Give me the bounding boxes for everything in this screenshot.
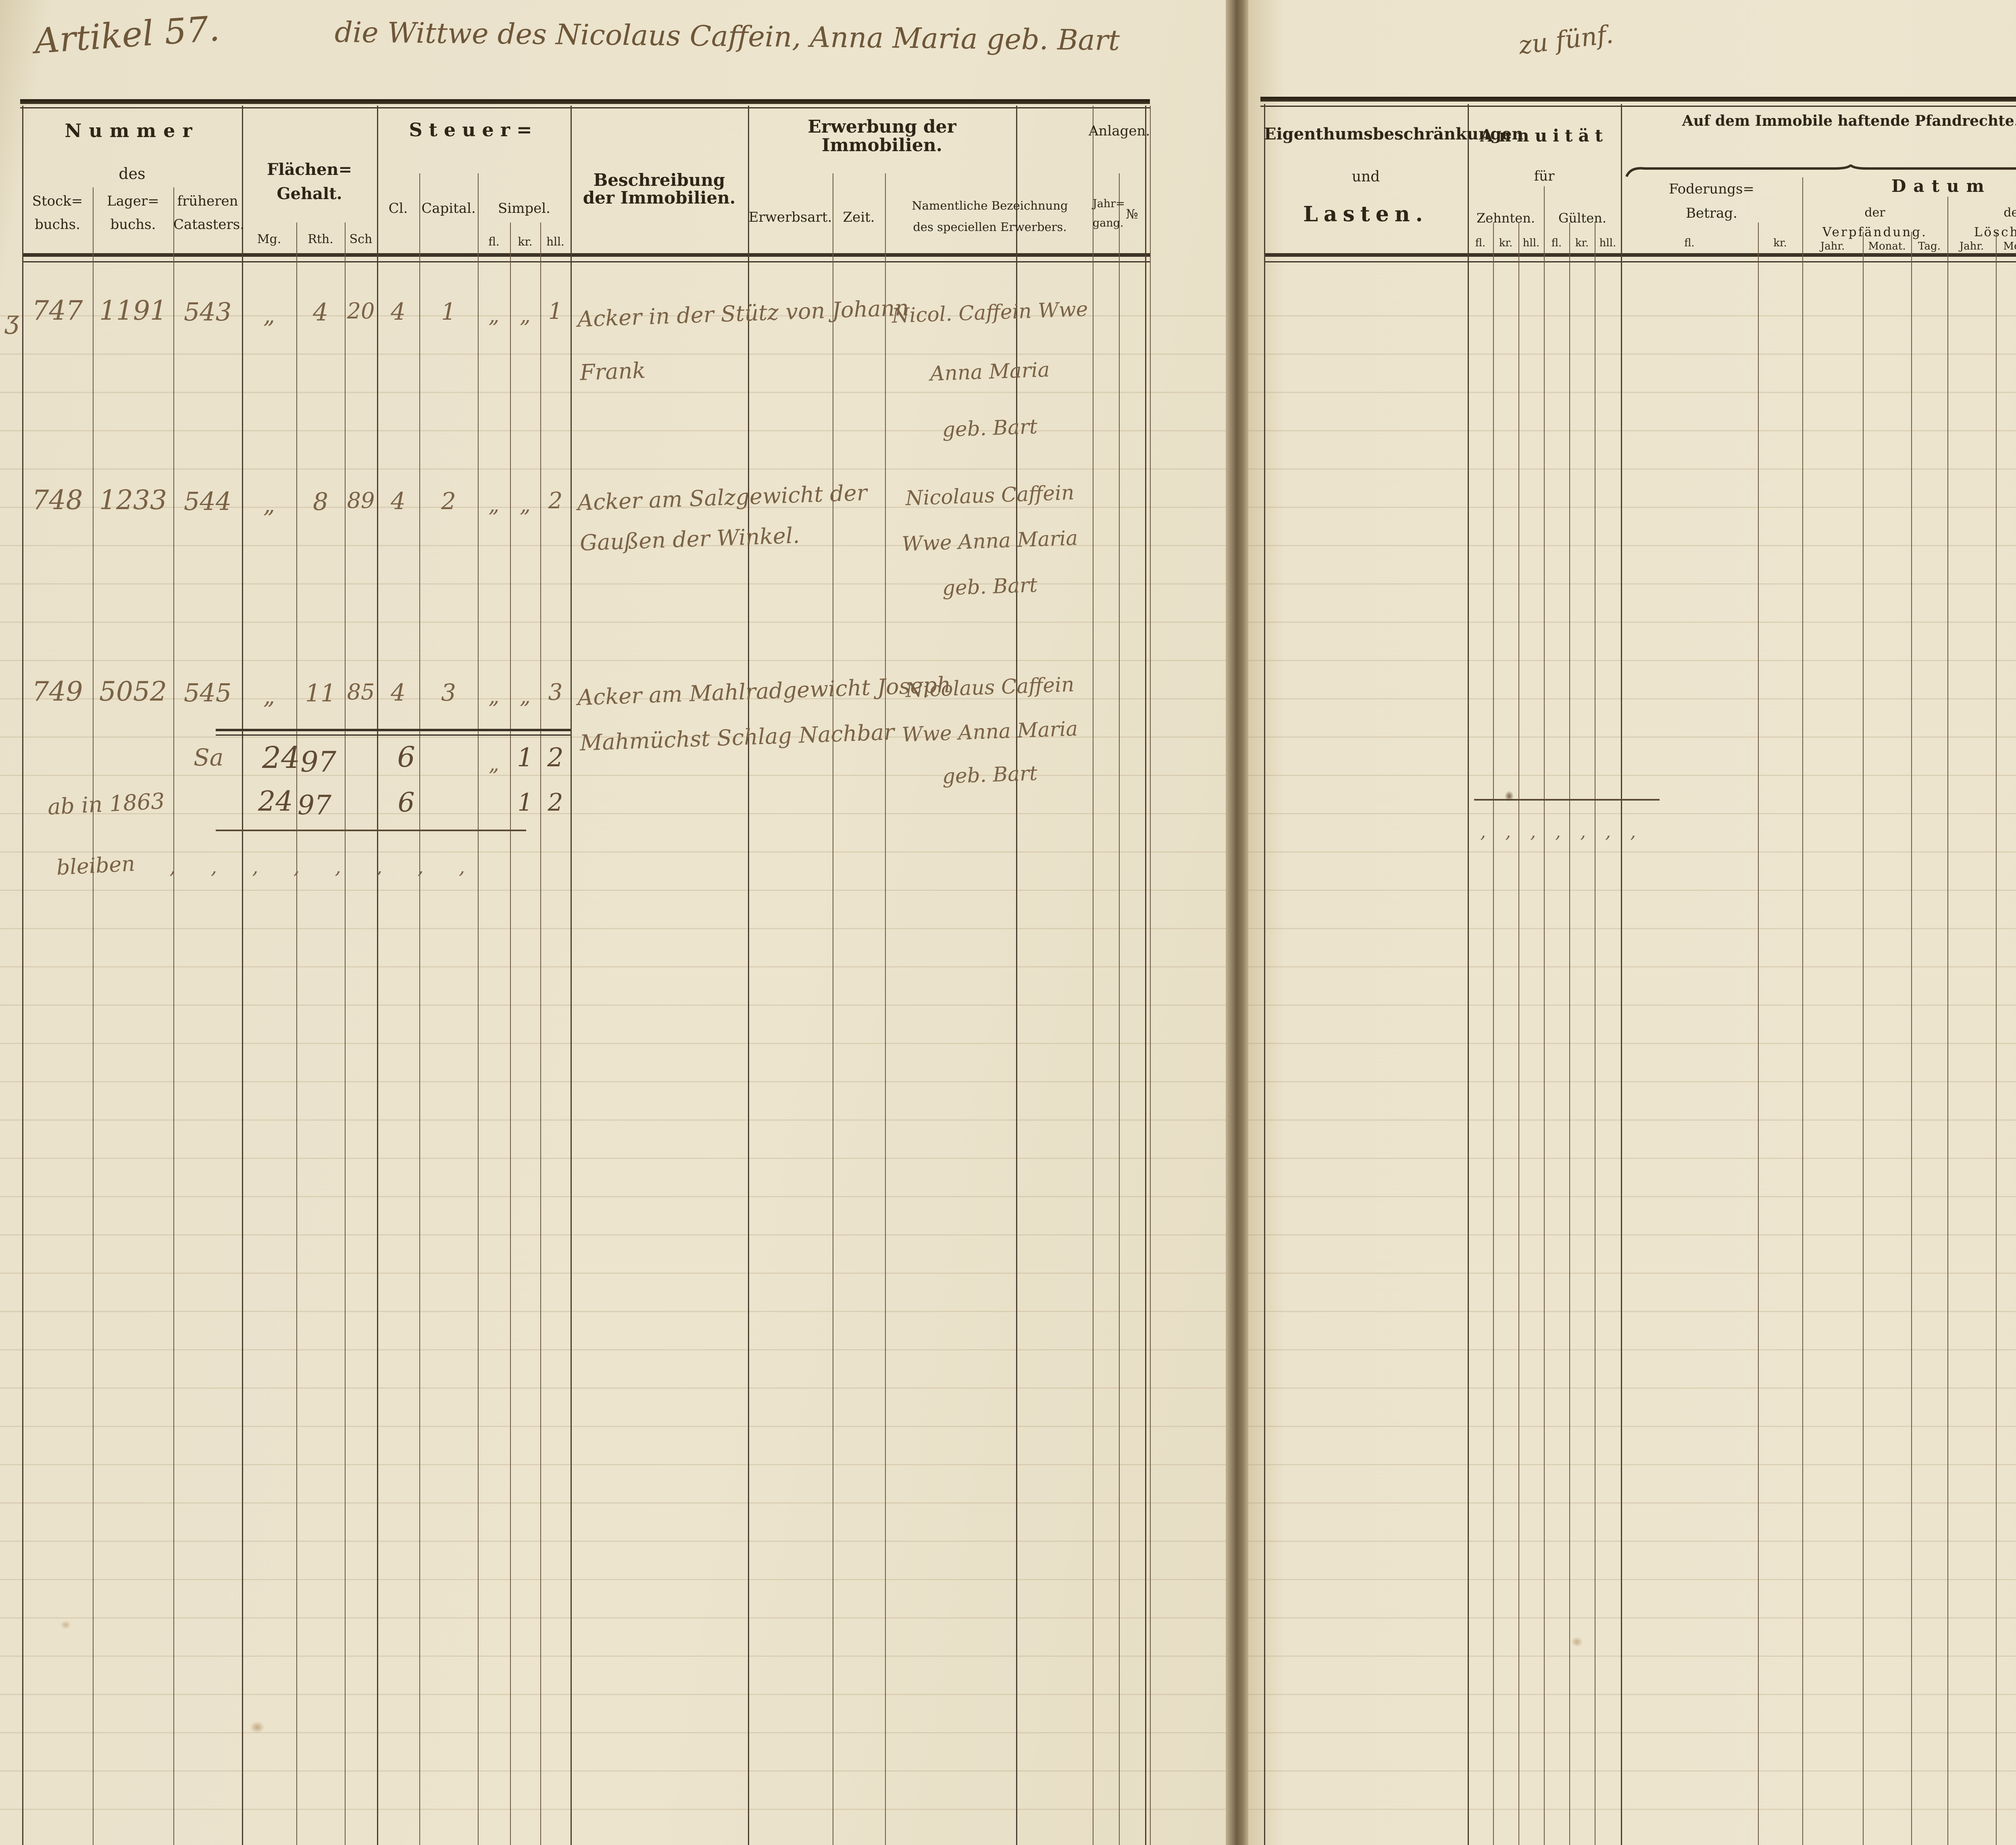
header-sch: Sch — [349, 232, 373, 246]
left-page: Artikel 57. die Wittwe des Nicolaus Caff… — [0, 0, 1231, 1845]
ab-kr: 1 — [517, 788, 533, 817]
page-title-script: die Wittwe des Nicolaus Caffein, Anna Ma… — [334, 15, 1120, 57]
header-simpel: Simpel. — [498, 200, 550, 216]
sum-label: Sa — [194, 744, 224, 771]
paper-stain — [1571, 1637, 1583, 1647]
header-erwerbung: Erwerbung der Immobilien. — [808, 116, 956, 156]
sum-sch: 97 — [300, 745, 337, 778]
header-zehnten: Zehnten. — [1477, 210, 1535, 226]
ab-capital: 6 — [398, 787, 415, 818]
paper-stain — [250, 1721, 264, 1733]
bleiben-label: bleiben — [56, 851, 136, 880]
row-2-cataster: 544 — [183, 487, 232, 516]
ab-hll: 2 — [548, 788, 563, 817]
header-mg: Mg. — [257, 232, 281, 246]
header-annuitaet: Annuität — [1480, 126, 1609, 146]
header-des: des — [119, 165, 146, 183]
header-cl: Cl. — [388, 200, 408, 216]
annuity-dots: ‚ ‚ ‚ ‚ ‚ ‚ ‚ — [1480, 822, 1636, 842]
header-namentliche: Namentliche Bezeichnung — [912, 199, 1068, 212]
header-nummer: Nummer — [65, 120, 200, 141]
row-3-lagerbuch: 5052 — [99, 676, 167, 707]
row-3-cataster: 545 — [183, 678, 232, 707]
sum-kr: 1 — [517, 743, 533, 773]
sum-capital: 6 — [397, 740, 415, 774]
row-2-description: Acker am Salzgewicht der — [577, 480, 868, 516]
sum-rth: 24 — [262, 740, 300, 775]
row-1-cataster: 543 — [183, 297, 232, 327]
header-beschreibung: Beschreibung der Immobilien. — [583, 170, 736, 208]
row-1-description: Acker in der Stütz von Johann — [577, 295, 909, 332]
header-verpfaendung: Verpfändung. — [1822, 225, 1927, 239]
header-eigenthums: Eigenthumsbeschränkungen — [1264, 125, 1524, 144]
header-erwerbsart: Erwerbsart. — [748, 209, 832, 225]
margin-mark: ʒ — [5, 305, 19, 335]
header-zeit: Zeit. — [843, 209, 875, 225]
header-flaechen: Flächen= — [267, 160, 352, 179]
row-1-lagerbuch: 1191 — [99, 295, 167, 326]
right-page: zu fünf. 205 Eigenthumsbeschränkun — [1248, 0, 2016, 1845]
header-datum: Datum — [1891, 176, 1991, 196]
page-gutter — [1226, 0, 1250, 1845]
header-anlagen: Anlagen. — [1089, 123, 1150, 139]
paper-stain — [60, 1620, 71, 1629]
header-stockbuchs: Stock= — [32, 193, 83, 209]
row-3-stockbuch: 749 — [32, 676, 83, 707]
row-1-stockbuch: 747 — [32, 295, 83, 326]
header-rth: Rth. — [308, 232, 333, 246]
header-steuer: Steuer= — [409, 119, 539, 141]
ab-sch: 97 — [298, 790, 331, 821]
ab-label: ab in 1863 — [47, 788, 166, 820]
ab-rth: 24 — [258, 786, 293, 817]
artikel-heading: Artikel 57. — [33, 8, 221, 62]
zu-fuenf-script: zu fünf. — [1517, 19, 1615, 60]
header-no: № — [1126, 206, 1138, 222]
bleiben-dots: ‚ ‚ ‚ ‚ ‚ ‚ ‚ ‚ — [169, 856, 465, 878]
header-pfandrechte: Auf dem Immobile haftende Pfandrechte. — [1682, 112, 2016, 129]
header-loeschung: Löschung. — [1974, 225, 2016, 239]
row-2-stockbuch: 748 — [32, 485, 83, 516]
header-lagerbuchs: Lager= — [107, 193, 159, 209]
brace-decoration — [1625, 163, 2016, 177]
header-guelten: Gülten. — [1558, 210, 1606, 226]
row-1-erwerber: Nicol. Caffein Wwe — [891, 297, 1089, 328]
header-capital: Capital. — [421, 200, 476, 216]
row-2-erwerber: Nicolaus Caffein — [905, 480, 1075, 510]
row-2-lagerbuch: 1233 — [99, 485, 167, 516]
header-cataster: früheren — [177, 193, 238, 209]
row-guides — [1248, 278, 2016, 1845]
sum-hll: 2 — [547, 743, 564, 773]
header-foderung: Foderungs= — [1669, 181, 1754, 197]
